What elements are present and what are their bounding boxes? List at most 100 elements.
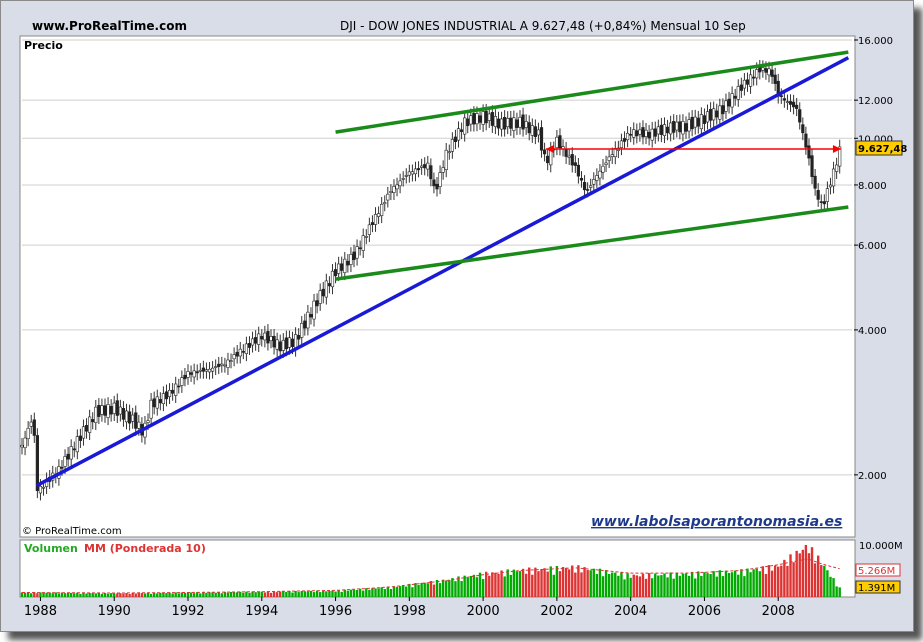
price-candle xyxy=(250,338,255,346)
volume-bar xyxy=(641,573,645,597)
price-candle xyxy=(542,149,547,155)
volume-bar xyxy=(546,571,549,597)
price-candle xyxy=(675,121,679,131)
last-price-box xyxy=(855,140,903,156)
volume-bar xyxy=(635,575,639,597)
price-candle xyxy=(693,116,697,128)
site-name[interactable]: www.ProRealTime.com xyxy=(32,19,187,33)
volume-bar xyxy=(128,593,131,597)
volume-bar xyxy=(491,572,494,597)
volume-bar xyxy=(116,593,119,597)
volume-bar xyxy=(687,575,691,597)
price-candle xyxy=(619,140,624,149)
price-candle xyxy=(324,280,328,298)
volume-bar xyxy=(42,592,45,597)
arrowhead-left xyxy=(545,145,554,154)
volume-bar xyxy=(97,593,101,597)
volume-bar xyxy=(807,553,811,597)
price-candle xyxy=(355,246,359,259)
price-candle xyxy=(459,129,464,132)
price-candle xyxy=(410,171,415,175)
price-candle xyxy=(641,127,645,138)
price-candle xyxy=(88,416,92,433)
volume-bar xyxy=(334,591,337,597)
price-candle xyxy=(423,164,427,169)
chart-title: DJI - DOW JONES INDUSTRIAL A 9.627,48 (+… xyxy=(340,19,746,33)
volume-bar xyxy=(755,568,758,597)
volume-bar xyxy=(45,592,48,597)
volume-bar xyxy=(223,591,227,597)
price-candle xyxy=(564,148,568,157)
price-candle xyxy=(75,436,79,453)
volume-bar xyxy=(331,590,334,597)
volume-bar xyxy=(506,569,509,597)
price-candle xyxy=(530,125,534,136)
volume-bar xyxy=(343,589,346,597)
volume-bar xyxy=(235,592,239,597)
volume-bar xyxy=(727,572,731,597)
volume-bar xyxy=(69,592,73,597)
volume-ma-line xyxy=(22,558,840,594)
volume-bar xyxy=(318,592,322,597)
volume-bar xyxy=(242,592,245,597)
volume-bar xyxy=(149,593,153,597)
volume-bar xyxy=(663,573,666,597)
price-candle xyxy=(380,203,384,216)
price-candle xyxy=(429,165,433,180)
price-candle xyxy=(152,398,156,408)
x-tick-label: 1988 xyxy=(24,604,57,619)
price-candle xyxy=(241,351,245,353)
price-candle xyxy=(699,114,703,130)
price-candle xyxy=(327,283,332,287)
volume-bar xyxy=(761,566,765,597)
volume-bar xyxy=(389,588,393,597)
volume-bar xyxy=(780,565,783,597)
volume-bar xyxy=(355,589,359,597)
price-panel[interactable] xyxy=(19,35,856,538)
price-candle xyxy=(813,175,817,189)
volume-bar xyxy=(217,591,220,597)
price-candle xyxy=(131,414,135,422)
price-candle xyxy=(426,162,430,170)
volume-bar xyxy=(125,592,128,597)
price-candle xyxy=(490,112,494,126)
volume-bar xyxy=(159,592,162,597)
price-candle xyxy=(349,254,353,265)
volume-bar xyxy=(340,591,343,597)
volume-bar xyxy=(521,568,525,597)
volume-bar xyxy=(365,588,368,597)
volume-bar xyxy=(186,592,190,597)
volume-bar xyxy=(666,577,669,597)
price-candle xyxy=(109,406,113,415)
price-candle xyxy=(733,95,737,99)
price-candle xyxy=(499,118,504,130)
price-candle xyxy=(567,155,571,158)
volume-bar xyxy=(515,571,519,597)
watermark-link[interactable]: www.labolsaporantonomasia.es xyxy=(591,514,842,530)
volume-bar xyxy=(401,585,405,597)
price-candle xyxy=(32,419,36,436)
price-candle xyxy=(672,121,676,133)
price-candle xyxy=(456,128,461,141)
volume-bar xyxy=(629,577,632,597)
volume-bar xyxy=(644,578,648,597)
volume-bar xyxy=(617,575,620,597)
volume-bar xyxy=(91,593,94,597)
price-candle xyxy=(782,98,786,101)
price-candle xyxy=(124,410,129,423)
volume-bar xyxy=(312,592,316,597)
volume-bar xyxy=(134,593,137,597)
volume-bar xyxy=(294,590,297,597)
volume-value: 1.391M xyxy=(858,583,895,594)
price-candle xyxy=(35,435,39,492)
price-candle xyxy=(629,133,633,136)
price-candle xyxy=(189,372,193,375)
volume-bar xyxy=(362,590,365,597)
volume-bar xyxy=(211,592,214,597)
price-candle xyxy=(207,368,212,373)
volume-bar xyxy=(783,559,786,597)
volume-bar xyxy=(733,570,737,597)
price-candle xyxy=(801,124,805,134)
price-candle xyxy=(395,184,399,190)
